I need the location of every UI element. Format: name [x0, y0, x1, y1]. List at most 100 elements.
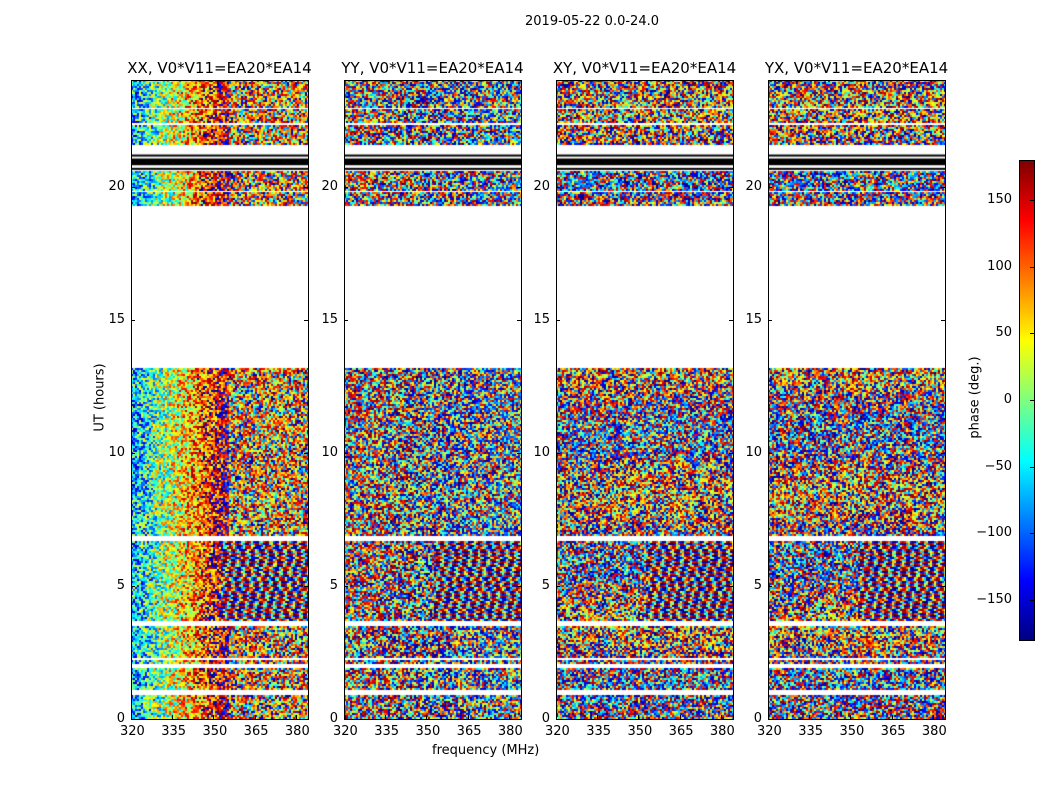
colorbar-tick-label: 0	[1003, 392, 1012, 407]
panel-title: YY, V0*V11=EA20*EA14	[341, 59, 524, 77]
y-tick	[304, 719, 308, 720]
x-tick-label: 335	[798, 724, 824, 739]
y-tick	[941, 186, 945, 188]
x-tick	[254, 715, 256, 719]
colorbar-tick	[1030, 533, 1035, 535]
x-tick-label: 380	[284, 724, 310, 739]
x-tick-label: 320	[333, 724, 358, 739]
phase-heatmap	[344, 80, 521, 719]
y-tick-label: 15	[533, 311, 550, 327]
colorbar-tick	[1030, 400, 1035, 401]
y-tick	[131, 319, 135, 321]
x-tick	[597, 715, 599, 719]
x-tick-label: 350	[415, 724, 441, 739]
y-tick	[941, 319, 945, 321]
y-tick	[941, 452, 945, 454]
y-tick	[556, 719, 560, 720]
y-tick-label: 0	[541, 711, 550, 726]
x-tick-label: 365	[243, 724, 269, 739]
y-tick	[729, 719, 733, 720]
y-tick	[304, 319, 308, 321]
y-tick	[556, 186, 560, 188]
y-tick-label: 10	[533, 444, 550, 460]
x-tick	[295, 715, 297, 719]
y-tick	[517, 719, 521, 720]
colorbar	[1019, 160, 1034, 640]
x-tick	[385, 715, 387, 719]
phase-heatmap	[768, 80, 945, 719]
x-tick-label: 320	[757, 724, 782, 739]
x-tick	[172, 715, 174, 719]
y-tick-label: 15	[321, 311, 338, 327]
colorbar-tick	[1030, 333, 1035, 335]
x-tick-label: 350	[627, 724, 653, 739]
y-tick	[344, 452, 348, 454]
x-tick-label: 320	[120, 724, 145, 739]
y-tick	[556, 452, 560, 454]
y-tick	[941, 585, 945, 587]
x-tick-label: 335	[161, 724, 187, 739]
y-tick-label: 20	[533, 178, 550, 194]
panel-title: XY, V0*V11=EA20*EA14	[552, 59, 737, 77]
colorbar-tick-label: −50	[984, 458, 1012, 474]
x-tick	[508, 715, 510, 719]
colorbar-tick-label: 50	[995, 325, 1012, 341]
colorbar-tick-label: 150	[987, 192, 1012, 207]
y-tick	[517, 585, 521, 587]
x-tick	[131, 715, 132, 719]
x-axis-label: frequency (MHz)	[432, 743, 540, 758]
phase-heatmap	[131, 80, 308, 719]
y-tick-label: 10	[108, 444, 125, 460]
y-tick-label: 10	[321, 444, 338, 460]
colorbar-tick	[1030, 466, 1035, 468]
y-tick-label: 10	[745, 444, 762, 460]
y-tick-label: 15	[108, 311, 125, 327]
y-tick	[344, 719, 348, 720]
y-tick-label: 5	[116, 577, 125, 593]
x-tick-label: 365	[668, 724, 694, 739]
y-tick	[517, 452, 521, 454]
x-tick-label: 365	[880, 724, 906, 739]
x-tick-label: 380	[497, 724, 523, 739]
x-tick	[809, 715, 811, 719]
x-tick-label: 365	[456, 724, 482, 739]
colorbar-tick	[1030, 200, 1035, 201]
y-tick	[729, 452, 733, 454]
x-tick	[426, 715, 428, 719]
y-tick	[304, 585, 308, 587]
colorbar-tick	[1030, 600, 1035, 601]
y-tick	[131, 452, 135, 454]
x-tick	[467, 715, 469, 719]
y-tick-label: 0	[753, 711, 762, 726]
x-tick	[720, 715, 722, 719]
y-tick-label: 0	[329, 711, 338, 726]
y-tick-label: 0	[116, 711, 125, 726]
colorbar-tick-label: −150	[976, 592, 1012, 607]
y-tick	[344, 186, 348, 188]
y-tick	[729, 186, 733, 188]
y-tick-label: 5	[541, 577, 550, 593]
y-tick	[768, 186, 772, 188]
y-tick	[344, 319, 348, 321]
x-tick	[768, 715, 769, 719]
x-tick-label: 335	[586, 724, 612, 739]
y-tick-label: 20	[745, 178, 762, 194]
y-tick	[131, 719, 135, 720]
y-tick-label: 20	[321, 178, 338, 194]
y-axis-label: UT (hours)	[92, 363, 108, 432]
x-tick	[344, 715, 345, 719]
x-tick	[556, 715, 557, 719]
x-tick-label: 350	[202, 724, 228, 739]
colorbar-tick	[1030, 266, 1035, 268]
x-tick-label: 335	[374, 724, 400, 739]
x-tick-label: 350	[839, 724, 865, 739]
y-tick	[304, 452, 308, 454]
y-tick	[517, 319, 521, 321]
x-tick	[932, 715, 934, 719]
y-tick	[556, 585, 560, 587]
panel-title: XX, V0*V11=EA20*EA14	[127, 59, 312, 77]
y-tick	[556, 319, 560, 321]
y-tick	[729, 585, 733, 587]
y-tick	[517, 186, 521, 188]
